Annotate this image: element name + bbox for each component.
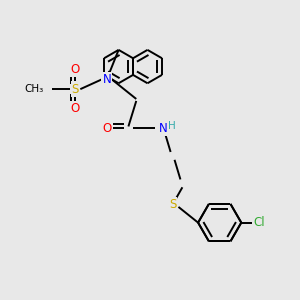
Text: N: N xyxy=(102,73,111,86)
Text: O: O xyxy=(71,102,80,115)
Text: H: H xyxy=(168,122,176,131)
Text: O: O xyxy=(102,122,111,135)
Text: S: S xyxy=(169,199,176,212)
Text: N: N xyxy=(158,122,167,135)
Text: CH₃: CH₃ xyxy=(25,84,44,94)
Text: Cl: Cl xyxy=(253,216,265,229)
Text: O: O xyxy=(71,63,80,76)
Text: S: S xyxy=(72,82,79,96)
